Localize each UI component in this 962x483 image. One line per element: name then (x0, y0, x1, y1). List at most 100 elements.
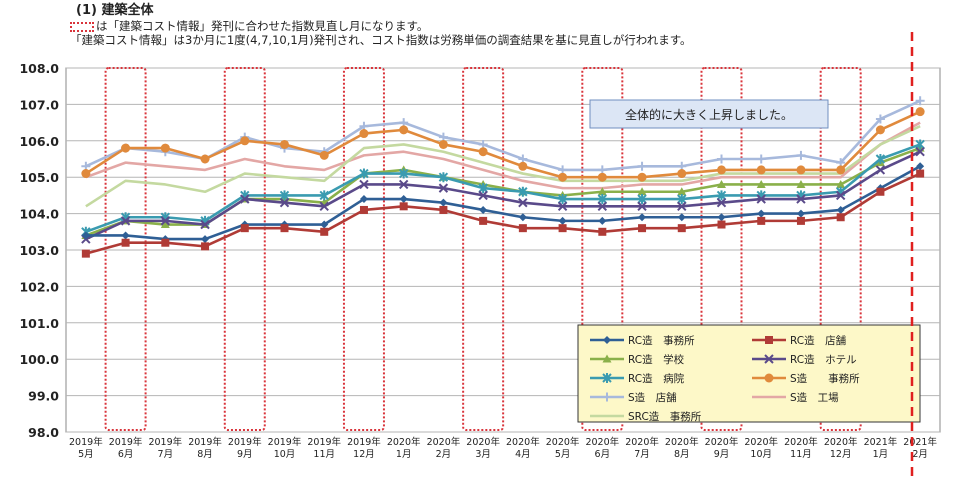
x-tick-year: 2020年 (824, 436, 858, 448)
data-point (478, 190, 488, 201)
y-tick-label: 103.0 (19, 243, 59, 258)
x-tick-year: 2020年 (625, 436, 659, 448)
y-tick-label: 105.0 (19, 170, 59, 185)
x-tick-year: 2019年 (307, 436, 341, 448)
data-point (915, 107, 925, 117)
data-point (835, 190, 846, 201)
legend-marker (764, 373, 774, 383)
data-point (240, 136, 250, 146)
data-point (716, 190, 727, 201)
x-tick-year: 2019年 (188, 436, 222, 448)
legend-box (577, 324, 921, 423)
data-point (121, 231, 130, 240)
data-point (558, 172, 568, 182)
data-point (677, 201, 687, 212)
data-point (398, 168, 409, 179)
x-tick-month: 11月 (790, 449, 812, 460)
data-point (915, 139, 925, 150)
data-point (677, 194, 687, 205)
series-lines (81, 96, 925, 258)
series-line (85, 143, 921, 234)
data-point (637, 194, 647, 205)
data-point (796, 150, 806, 160)
data-point (558, 224, 567, 233)
data-point (399, 202, 408, 211)
y-tick-label: 98.0 (28, 425, 59, 440)
data-point (836, 165, 846, 175)
data-point (120, 216, 131, 226)
x-tick-year: 2020年 (466, 436, 500, 448)
data-point (279, 190, 290, 201)
data-point (201, 242, 210, 251)
x-tick-month: 8月 (197, 449, 213, 460)
series-line (85, 110, 921, 179)
data-point (240, 194, 250, 204)
x-tick-year: 2020年 (546, 436, 580, 448)
data-point (439, 198, 448, 207)
data-point (875, 114, 885, 124)
data-point (201, 235, 210, 244)
legend-label: SRC造 事務所 (628, 410, 702, 423)
data-point (717, 213, 726, 222)
data-point (916, 169, 925, 178)
data-point (637, 172, 647, 182)
y-tick-label: 102.0 (19, 279, 59, 294)
data-point (836, 179, 846, 188)
x-tick-month: 7月 (634, 449, 650, 460)
data-point (637, 201, 647, 212)
data-point (518, 213, 527, 222)
annotation-text: 全体的に大きく上昇しました。 (625, 107, 793, 122)
data-point (81, 231, 90, 240)
data-point (796, 209, 805, 218)
x-tick-year: 2019年 (69, 436, 103, 448)
data-point (81, 249, 90, 258)
legend-label: S造 店舗 (628, 391, 677, 404)
series-7 (85, 121, 921, 190)
section-title: (1) 建築全体 (76, 3, 154, 18)
data-point (916, 162, 925, 171)
data-point (518, 224, 527, 233)
data-point (200, 219, 210, 230)
data-point (557, 201, 568, 212)
highlight-box (819, 67, 862, 431)
x-tick-year: 2021年 (903, 436, 937, 448)
data-point (836, 205, 845, 214)
data-point (319, 150, 329, 160)
data-point (796, 194, 806, 204)
legend-marker (603, 336, 611, 344)
data-point (438, 172, 449, 183)
x-tick-year: 2020年 (665, 436, 699, 448)
y-tick-label: 108.0 (19, 61, 59, 76)
highlight-box (581, 67, 624, 431)
data-point (439, 205, 448, 214)
data-point (160, 143, 170, 153)
data-point (438, 183, 449, 193)
series-line (85, 165, 921, 241)
x-tick-year: 2020年 (585, 436, 619, 448)
legend-marker (602, 354, 612, 363)
legend-label: S造 事務所 (790, 372, 860, 385)
x-tick-year: 2019年 (148, 436, 182, 448)
x-tick-month: 2月 (436, 449, 452, 460)
x-tick-month: 1月 (873, 449, 889, 460)
data-point (796, 165, 806, 175)
data-point (359, 179, 369, 190)
data-point (359, 195, 368, 204)
data-point (399, 195, 408, 204)
data-point (280, 139, 289, 149)
series-line (85, 150, 921, 241)
data-point (479, 205, 488, 214)
x-tick-month: 8月 (674, 449, 690, 460)
y-tick-label: 100.0 (19, 352, 59, 367)
data-point (796, 216, 805, 225)
x-tick-month: 9月 (714, 449, 730, 460)
data-point (279, 197, 290, 208)
data-point (756, 179, 766, 188)
data-point (756, 194, 766, 204)
legend-marker (602, 373, 612, 383)
y-tick-label: 104.0 (19, 207, 59, 222)
data-point (359, 168, 369, 179)
x-tick-year: 2019年 (347, 436, 381, 448)
data-point (875, 165, 886, 175)
x-tick-month: 3月 (475, 449, 491, 460)
